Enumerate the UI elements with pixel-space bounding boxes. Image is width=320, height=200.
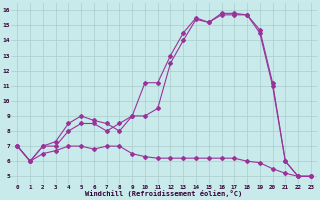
- X-axis label: Windchill (Refroidissement éolien,°C): Windchill (Refroidissement éolien,°C): [85, 190, 243, 197]
